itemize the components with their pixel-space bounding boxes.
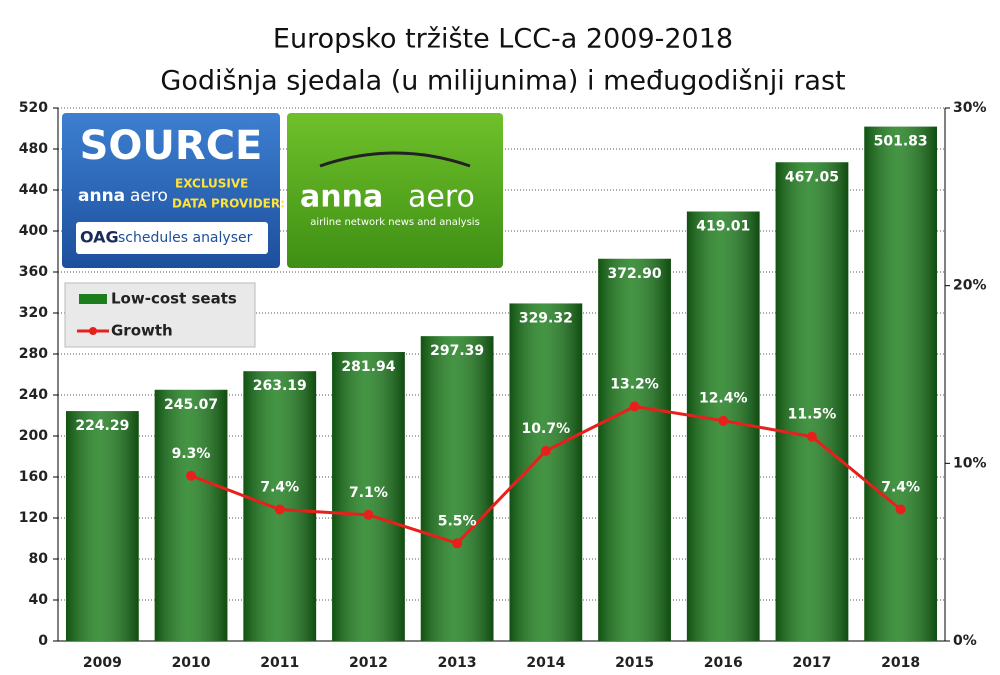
y2-tick-label: 30% [953,100,987,116]
x-tick-label: 2011 [260,655,299,671]
y-tick-label: 0 [38,633,48,649]
logo-text: DATA PROVIDER: [172,197,285,211]
y-tick-label: 440 [19,182,48,198]
logo-text: aero [130,186,168,206]
bar-value-label: 372.90 [608,266,662,282]
logo-text: aero [408,180,475,215]
x-tick-label: 2018 [881,655,920,671]
line-marker [540,445,551,456]
bar-value-label: 281.94 [341,359,395,375]
chart-title: Europsko tržište LCC-a 2009-2018 [273,24,733,55]
line-marker [274,504,285,515]
y-tick-label: 520 [19,100,48,116]
line-value-label: 7.1% [349,485,388,501]
x-tick-label: 2013 [438,655,477,671]
line-value-label: 5.5% [438,513,477,529]
line-value-label: 12.4% [699,391,748,407]
line-marker [363,509,374,520]
line-value-label: 13.2% [610,376,659,392]
line-marker [186,470,197,481]
x-tick-label: 2014 [526,655,565,671]
bar-value-label: 329.32 [519,310,573,326]
y-tick-label: 200 [19,428,48,444]
line-value-label: 7.4% [260,480,299,496]
logo-text: anna [300,180,383,215]
line-marker [806,431,817,442]
bar [598,258,671,641]
y-tick-label: 480 [19,141,48,157]
line-marker [452,538,463,549]
bar [509,303,583,641]
logo-plane [319,151,471,168]
y2-tick-label: 20% [953,278,987,294]
bar-value-label: 263.19 [253,378,307,394]
bar [864,126,938,641]
x-tick-label: 2015 [615,655,654,671]
logo-text: OAG [80,228,119,247]
y-tick-label: 120 [19,510,48,526]
chart-subtitle: Godišnja sjedala (u milijunima) i međugo… [160,66,845,97]
x-tick-label: 2012 [349,655,388,671]
y-tick-label: 160 [19,469,48,485]
x-tick-label: 2017 [792,655,831,671]
bar-value-label: 467.05 [785,169,839,185]
annaaero-logo-box [287,113,503,268]
y-tick-label: 360 [19,264,48,280]
y-tick-label: 40 [29,592,49,608]
line-value-label: 10.7% [522,421,571,437]
bar [775,162,849,641]
line-marker [629,401,640,412]
line-marker [895,504,906,515]
legend-swatch [79,294,107,304]
x-tick-label: 2009 [83,655,122,671]
line-value-label: 9.3% [172,446,211,462]
y-tick-label: 400 [19,223,48,239]
legend-label: Growth [111,322,173,340]
logo-text: EXCLUSIVE [175,177,248,191]
bar-value-label: 245.07 [164,397,218,413]
line-value-label: 7.4% [881,480,920,496]
y-tick-label: 320 [19,305,48,321]
x-tick-label: 2010 [172,655,211,671]
legend-box [64,282,256,348]
logo-text: airline network news and analysis [310,217,480,228]
bar-value-label: 501.83 [874,134,928,150]
y2-tick-label: 0% [953,633,977,649]
bar-value-label: 297.39 [430,343,484,359]
legend-label: Low-cost seats [111,290,237,308]
bar-value-label: 419.01 [696,219,750,235]
y-tick-label: 80 [29,551,49,567]
logo-text: anna [78,186,125,206]
y-tick-label: 280 [19,346,48,362]
logos: SOURCE anna aero EXCLUSIVE DATA PROVIDER… [62,113,503,268]
y-tick-label: 240 [19,387,48,403]
bar [154,389,228,641]
line-value-label: 11.5% [788,407,837,423]
bar [420,336,494,641]
y2-tick-label: 10% [953,455,987,471]
logo-text: schedules analyser [118,230,253,246]
oag-box [76,222,268,254]
bar [65,411,139,641]
bar-value-label: 224.29 [75,418,129,434]
logo-text: SOURCE [80,123,263,169]
x-tick-label: 2016 [704,655,743,671]
line-marker [718,415,729,426]
legend-swatch-marker [89,327,97,335]
